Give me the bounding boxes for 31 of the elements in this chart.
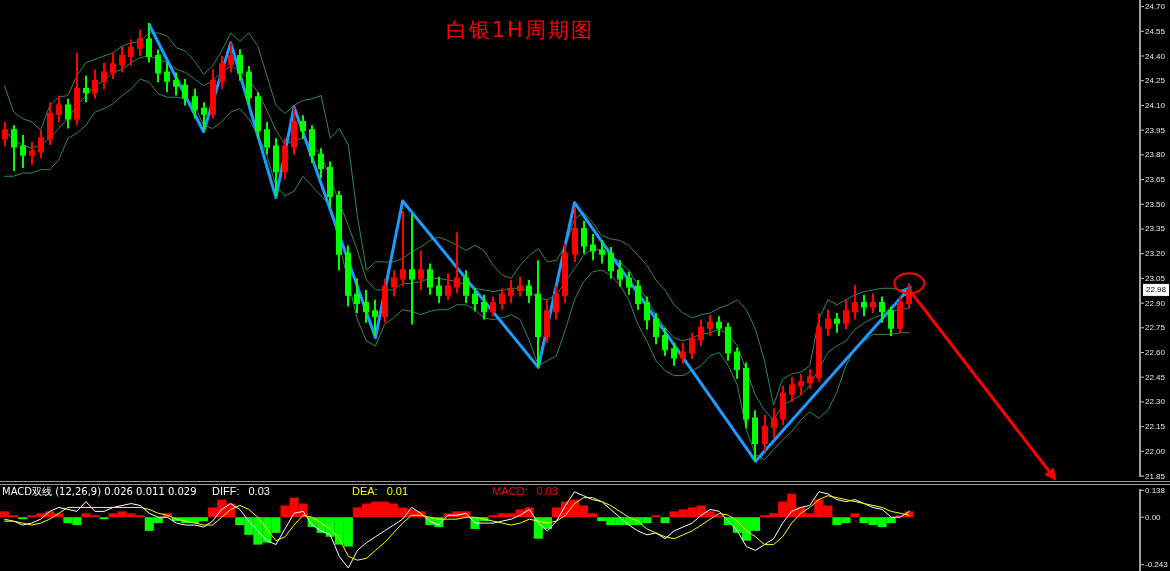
y-tick-label: 23.65 (1145, 175, 1166, 185)
text: 0.01 (386, 485, 409, 497)
y-tick-label: 23.20 (1145, 249, 1166, 259)
y-tick-label: 23.35 (1145, 224, 1166, 234)
y-tick-label: 0.138 (1145, 485, 1166, 495)
y-tick-label: 22.75 (1145, 323, 1166, 333)
y-tick-label: 24.25 (1145, 76, 1166, 86)
y-tick-label: 23.80 (1145, 150, 1166, 160)
y-tick-label: 24.55 (1145, 26, 1166, 36)
y-tick-label: 22.60 (1145, 348, 1166, 358)
y-tick-label: 22.30 (1145, 397, 1166, 407)
y-tick-label: 22.15 (1145, 422, 1166, 432)
y-tick-label: 21.85 (1145, 471, 1166, 481)
y-tick-label: 23.95 (1145, 125, 1166, 135)
y-tick-label: 23.05 (1145, 273, 1166, 283)
text: 0.03 (248, 485, 270, 497)
text: 白银1H周期图 (445, 18, 594, 42)
text: MACD: (492, 485, 528, 497)
y-tick-label: -0.243 (1145, 560, 1169, 570)
y-tick-label: 23.50 (1145, 199, 1166, 209)
y-tick-label: 24.70 (1145, 2, 1166, 12)
text: 0.03 (536, 485, 558, 497)
y-tick-label: 22.00 (1145, 446, 1166, 456)
y-tick-label: 24.40 (1145, 51, 1166, 61)
y-tick-label: 22.90 (1145, 298, 1166, 308)
text: DEA: (352, 485, 378, 497)
y-tick-label: 0.00 (1145, 512, 1162, 522)
text: DIFF: (212, 485, 240, 497)
y-tick-label: 24.10 (1145, 100, 1166, 110)
chart-title: MACD双线 (12,26,9) 0.026 0.011 0.029 (2, 485, 197, 497)
y-tick-label: 22.45 (1145, 372, 1166, 382)
